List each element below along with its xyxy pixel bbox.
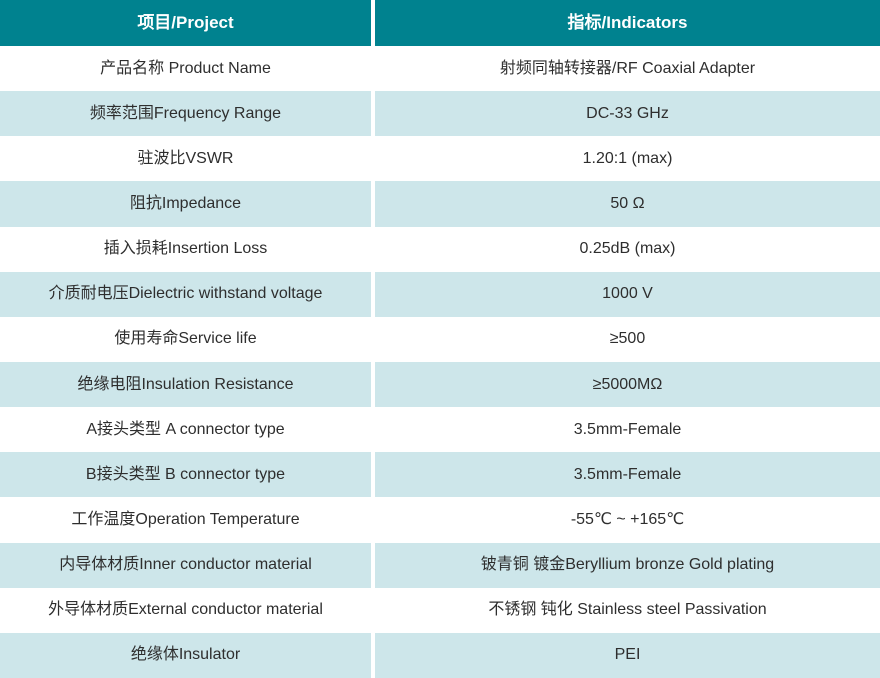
indicator-cell: PEI <box>375 632 880 678</box>
indicator-cell: 铍青铜 镀金Beryllium bronze Gold plating <box>375 542 880 588</box>
table-row: B接头类型 B connector type 3.5mm-Female <box>0 452 880 498</box>
project-cell: 阻抗Impedance <box>0 181 375 227</box>
indicator-cell: 不锈钢 钝化 Stainless steel Passivation <box>375 587 880 633</box>
project-cell: A接头类型 A connector type <box>0 407 375 453</box>
project-cell: 驻波比VSWR <box>0 136 375 182</box>
table-row: 阻抗Impedance 50 Ω <box>0 181 880 227</box>
table-row: A接头类型 A connector type 3.5mm-Female <box>0 407 880 453</box>
project-cell: 使用寿命Service life <box>0 316 375 362</box>
table-row: 频率范围Frequency Range DC-33 GHz <box>0 91 880 137</box>
table-row: 内导体材质Inner conductor material 铍青铜 镀金Bery… <box>0 542 880 588</box>
table-row: 插入损耗Insertion Loss 0.25dB (max) <box>0 226 880 272</box>
project-cell: 绝缘电阻Insulation Resistance <box>0 361 375 408</box>
project-cell: B接头类型 B connector type <box>0 452 375 498</box>
table-row: 外导体材质External conductor material 不锈钢 钝化 … <box>0 587 880 633</box>
indicator-cell: 0.25dB (max) <box>375 226 880 272</box>
indicator-cell: 3.5mm-Female <box>375 407 880 453</box>
indicator-cell: DC-33 GHz <box>375 91 880 137</box>
table-row: 绝缘体Insulator PEI <box>0 632 880 678</box>
table-header-row: 项目/Project 指标/Indicators <box>0 0 880 46</box>
indicator-cell: 3.5mm-Female <box>375 452 880 498</box>
project-cell: 绝缘体Insulator <box>0 632 375 678</box>
column-header-project: 项目/Project <box>0 0 375 46</box>
indicator-cell: 射频同轴转接器/RF Coaxial Adapter <box>375 46 880 92</box>
table-row: 介质耐电压Dielectric withstand voltage 1000 V <box>0 271 880 317</box>
project-cell: 产品名称 Product Name <box>0 46 375 92</box>
indicator-cell: ≥500 <box>375 316 880 362</box>
indicator-cell: 50 Ω <box>375 181 880 227</box>
table-row: 绝缘电阻Insulation Resistance ≥5000MΩ <box>0 361 880 408</box>
indicator-cell: 1.20:1 (max) <box>375 136 880 182</box>
table-row: 驻波比VSWR 1.20:1 (max) <box>0 136 880 182</box>
table-row: 使用寿命Service life ≥500 <box>0 316 880 362</box>
project-cell: 外导体材质External conductor material <box>0 587 375 633</box>
table-row: 工作温度Operation Temperature -55℃ ~ +165℃ <box>0 497 880 543</box>
project-cell: 频率范围Frequency Range <box>0 91 375 137</box>
indicator-cell: ≥5000MΩ <box>375 361 880 408</box>
indicator-cell: -55℃ ~ +165℃ <box>375 497 880 543</box>
indicator-cell: 1000 V <box>375 271 880 317</box>
project-cell: 内导体材质Inner conductor material <box>0 542 375 588</box>
project-cell: 介质耐电压Dielectric withstand voltage <box>0 271 375 317</box>
project-cell: 插入损耗Insertion Loss <box>0 226 375 272</box>
table-row: 产品名称 Product Name 射频同轴转接器/RF Coaxial Ada… <box>0 46 880 92</box>
column-header-indicators: 指标/Indicators <box>375 0 880 46</box>
project-cell: 工作温度Operation Temperature <box>0 497 375 543</box>
